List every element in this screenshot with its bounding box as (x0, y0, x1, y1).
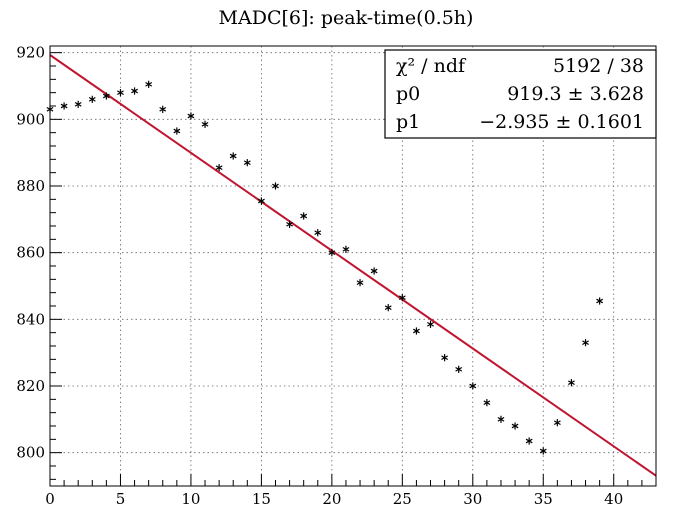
stats-value-p0: 919.3 ± 3.628 (507, 83, 644, 105)
stats-label-p0: p0 (396, 83, 420, 105)
data-point (483, 399, 491, 407)
stats-box: χ² / ndf 5192 / 38 p0 919.3 ± 3.628 p1 −… (384, 49, 657, 139)
x-tick-label: 10 (181, 490, 200, 508)
stats-box-frame (384, 49, 657, 139)
data-point (398, 294, 406, 302)
x-tick-label: 40 (604, 490, 623, 508)
stats-value-chi2: 5192 / 38 (553, 55, 644, 77)
data-point (286, 220, 293, 228)
data-point (229, 152, 237, 160)
data-point (511, 422, 519, 430)
data-point (117, 89, 124, 97)
data-point (102, 92, 110, 100)
data-point (413, 327, 420, 335)
data-point (568, 379, 575, 387)
data-point (272, 182, 279, 190)
data-point (553, 419, 561, 427)
y-tick-label: 800 (16, 444, 45, 462)
y-tick-label: 820 (16, 377, 45, 395)
data-point (257, 197, 265, 205)
y-tick-label: 900 (16, 110, 45, 128)
stats-value-p1: −2.935 ± 0.1601 (479, 111, 644, 133)
data-point (596, 297, 604, 305)
data-point (131, 87, 138, 95)
x-tick-label: 30 (463, 490, 482, 508)
y-tick-label: 860 (16, 244, 45, 262)
stats-label-p1: p1 (396, 111, 420, 133)
data-point (427, 320, 434, 328)
x-tick-label: 35 (534, 490, 553, 508)
data-point (243, 159, 251, 167)
fit-line (49, 54, 657, 477)
data-point (187, 112, 195, 120)
data-point (314, 229, 322, 237)
x-tick-label: 5 (116, 490, 126, 508)
chart-title: MADC[6]: peak-time(0.5h) (219, 7, 474, 29)
data-point (370, 267, 378, 275)
data-point (88, 95, 96, 103)
data-point (328, 249, 336, 257)
y-tick-label: 840 (16, 310, 45, 328)
data-point (497, 415, 505, 423)
data-point (145, 80, 153, 88)
data-point (201, 120, 209, 128)
x-tick-label: 0 (45, 490, 55, 508)
fit-line-layer (49, 54, 657, 477)
data-point (455, 365, 463, 373)
data-point (469, 382, 477, 390)
data-point (582, 339, 589, 347)
y-tick-label: 880 (16, 177, 45, 195)
data-point (159, 105, 167, 113)
data-point (173, 127, 181, 135)
data-point (539, 447, 547, 455)
x-tick-label: 15 (252, 490, 271, 508)
data-point (60, 102, 68, 110)
data-point (215, 164, 223, 172)
x-tick-label: 25 (393, 490, 412, 508)
data-point (300, 212, 308, 220)
x-tick-label: 20 (322, 490, 341, 508)
data-point (342, 245, 350, 253)
data-point (356, 279, 364, 287)
y-tick-label: 920 (16, 44, 45, 62)
data-point (525, 437, 533, 445)
data-point (74, 100, 82, 108)
axes: 0 5 10 15 20 25 30 35 40 800 820 840 860 880 900 920 (16, 44, 657, 508)
data-point (441, 354, 449, 362)
data-points (46, 80, 604, 455)
stats-label-chi2: χ² / ndf (396, 55, 467, 77)
data-point (384, 304, 392, 312)
